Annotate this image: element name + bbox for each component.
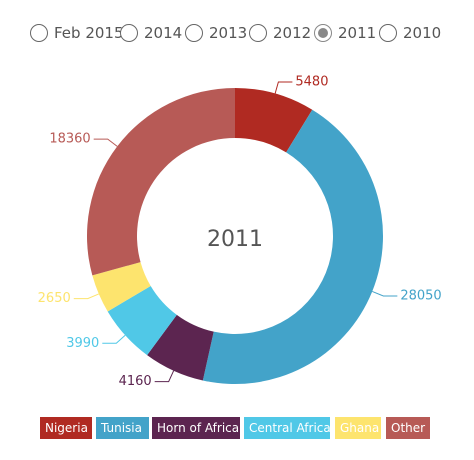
year-option-feb-2015[interactable]: Feb 2015 xyxy=(30,20,124,46)
value-label-tunisia: 28050 xyxy=(400,288,441,303)
radio-button[interactable] xyxy=(379,24,397,42)
year-option-label: 2014 xyxy=(144,24,183,42)
donut-slices xyxy=(86,88,383,385)
radio-button[interactable] xyxy=(185,24,203,42)
year-option-2010[interactable]: 2010 xyxy=(379,20,441,46)
legend-item-horn-of-africa[interactable]: Horn of Africa xyxy=(152,417,240,439)
leader-line-other xyxy=(93,138,118,147)
center-label: 2011 xyxy=(207,227,263,252)
legend: Nigeria Tunisia Horn of Africa Central A… xyxy=(0,417,474,439)
slice-central-africa[interactable] xyxy=(107,285,177,356)
year-option-label: 2012 xyxy=(273,24,312,42)
year-option-label: 2013 xyxy=(209,24,248,42)
year-option-2013[interactable]: 2013 xyxy=(185,20,247,46)
leader-lines xyxy=(73,81,398,383)
value-label-horn-of-africa: 4160 xyxy=(119,374,152,389)
value-labels: 5480 28050 4160 3990 2650 18360 xyxy=(38,74,442,389)
donut-chart: 5480 28050 4160 3990 2650 18360 2011 xyxy=(38,74,442,389)
leader-line-ghana xyxy=(73,293,100,300)
year-option-2011[interactable]: 2011 xyxy=(314,20,376,46)
year-option-label: 2011 xyxy=(338,24,377,42)
year-option-2014[interactable]: 2014 xyxy=(120,20,182,46)
legend-item-tunisia[interactable]: Tunisia xyxy=(96,417,149,439)
legend-item-central-africa[interactable]: Central Africa xyxy=(244,417,331,439)
leader-line-horn-of-africa xyxy=(154,370,175,383)
slice-other[interactable] xyxy=(86,88,235,276)
radio-button[interactable] xyxy=(249,24,267,42)
radio-button-selected[interactable] xyxy=(314,24,332,42)
value-label-ghana: 2650 xyxy=(38,291,71,306)
legend-item-ghana[interactable]: Ghana xyxy=(335,417,381,439)
radio-button[interactable] xyxy=(30,24,48,42)
leader-line-tunisia xyxy=(372,290,398,297)
leader-line-nigeria xyxy=(274,81,293,94)
value-label-other: 18360 xyxy=(49,132,90,147)
slice-nigeria[interactable] xyxy=(235,88,313,153)
year-option-2012[interactable]: 2012 xyxy=(249,20,311,46)
legend-item-nigeria[interactable]: Nigeria xyxy=(40,417,92,439)
year-option-label: 2010 xyxy=(403,24,442,42)
value-label-nigeria: 5480 xyxy=(295,74,328,89)
year-option-label: Feb 2015 xyxy=(54,24,124,42)
value-label-central-africa: 3990 xyxy=(66,336,99,351)
leader-line-central-africa xyxy=(102,334,126,344)
slice-tunisia[interactable] xyxy=(202,109,383,385)
year-selector: Feb 2015 2014 2013 2012 2011 2010 xyxy=(0,0,474,70)
legend-item-other[interactable]: Other xyxy=(386,417,430,439)
radio-button[interactable] xyxy=(120,24,138,42)
slice-ghana[interactable] xyxy=(92,262,151,312)
slice-horn-of-africa[interactable] xyxy=(147,314,214,381)
